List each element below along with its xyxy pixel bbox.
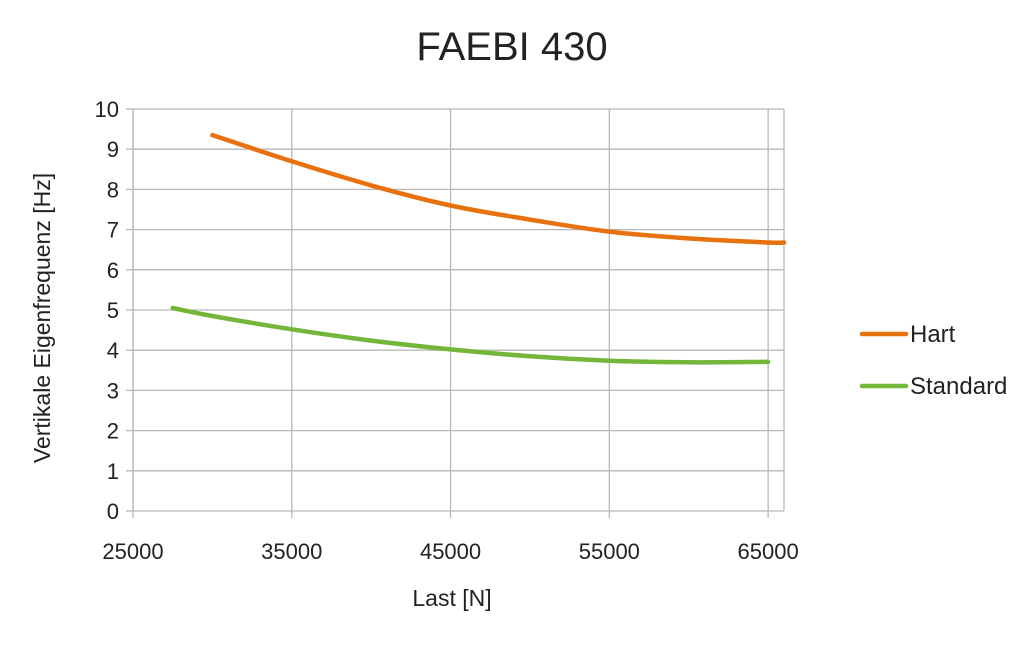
x-tick-label: 35000 xyxy=(261,539,322,564)
y-tick-label: 8 xyxy=(107,177,119,202)
y-tick-label: 3 xyxy=(107,378,119,403)
series-line-hart xyxy=(210,132,787,246)
y-tick-label: 4 xyxy=(107,338,119,363)
x-tick-label: 65000 xyxy=(738,539,799,564)
y-tick-label: 6 xyxy=(107,258,119,283)
y-tick-label: 1 xyxy=(107,459,119,484)
y-tick-label: 0 xyxy=(107,499,119,524)
y-tick-label: 9 xyxy=(107,137,119,162)
legend-label-standard: Standard xyxy=(910,373,1007,400)
x-axis-label: Last [N] xyxy=(412,585,491,611)
y-tick-label: 7 xyxy=(107,218,119,243)
series-lines xyxy=(170,132,787,365)
legend: Hart Standard xyxy=(859,321,1007,400)
chart-title: FAEBI 430 xyxy=(416,25,607,69)
y-tick-label: 10 xyxy=(95,97,119,122)
y-tick-label: 2 xyxy=(107,419,119,444)
grid xyxy=(132,108,785,512)
x-tick-label: 25000 xyxy=(102,539,163,564)
y-tick-label: 5 xyxy=(107,298,119,323)
axes: 0 1 2 3 4 5 6 7 8 9 10 25000 35000 45000 55000 65000 xyxy=(95,97,799,564)
y-axis-label: Vertikale Eigenfrequenz [Hz] xyxy=(29,173,55,463)
series-line-standard xyxy=(170,305,771,365)
legend-label-hart: Hart xyxy=(910,321,956,348)
x-tick-label: 45000 xyxy=(420,539,481,564)
x-tick-label: 55000 xyxy=(579,539,640,564)
